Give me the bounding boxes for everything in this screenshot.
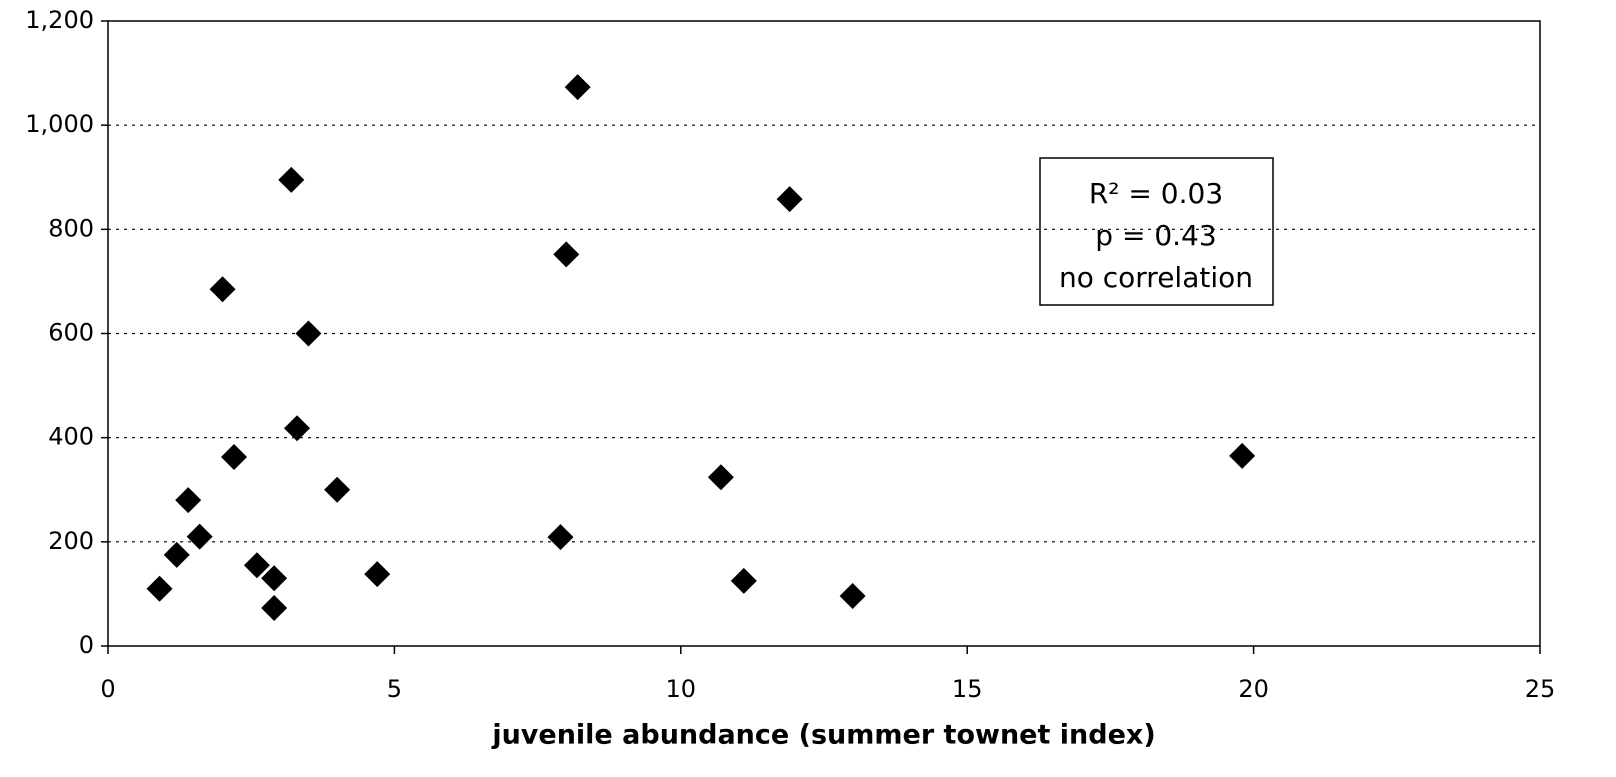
x-tick-label: 5 — [387, 675, 402, 703]
point — [284, 415, 311, 442]
point — [707, 464, 734, 491]
point — [146, 575, 173, 602]
point — [553, 241, 580, 268]
point — [776, 186, 803, 213]
point — [295, 320, 322, 347]
point — [261, 565, 288, 592]
x-tick-label: 0 — [100, 675, 115, 703]
x-tick-label: 25 — [1525, 675, 1556, 703]
annotation: no correlation — [1059, 261, 1253, 294]
point — [209, 276, 236, 303]
point — [175, 487, 202, 514]
y-tick-label: 400 — [48, 423, 94, 451]
y-tick-label: 200 — [48, 527, 94, 555]
point — [221, 443, 248, 470]
point — [163, 541, 190, 568]
y-tick-label: 1,000 — [25, 110, 94, 138]
y-tick-label: 800 — [48, 214, 94, 242]
annotation: R² = 0.03 — [1089, 177, 1223, 210]
point — [730, 567, 757, 594]
x-tick-label: 10 — [666, 675, 697, 703]
y-tick-label: 1,200 — [25, 6, 94, 34]
x-tick-label: 15 — [952, 675, 983, 703]
y-tick-label: 0 — [79, 631, 94, 659]
point — [243, 552, 270, 579]
y-tick-label: 600 — [48, 319, 94, 347]
point — [261, 594, 288, 621]
x-tick-label: 20 — [1238, 675, 1269, 703]
point — [278, 166, 305, 193]
annotation: p = 0.43 — [1095, 219, 1216, 252]
point — [839, 583, 866, 609]
point — [324, 476, 351, 503]
point — [186, 523, 213, 550]
x-axis-label: juvenile abundance (summer townet index) — [491, 720, 1155, 751]
point — [547, 524, 574, 551]
point — [1229, 442, 1256, 469]
point — [564, 74, 591, 101]
point — [364, 561, 391, 588]
annotation-box — [1039, 157, 1274, 306]
